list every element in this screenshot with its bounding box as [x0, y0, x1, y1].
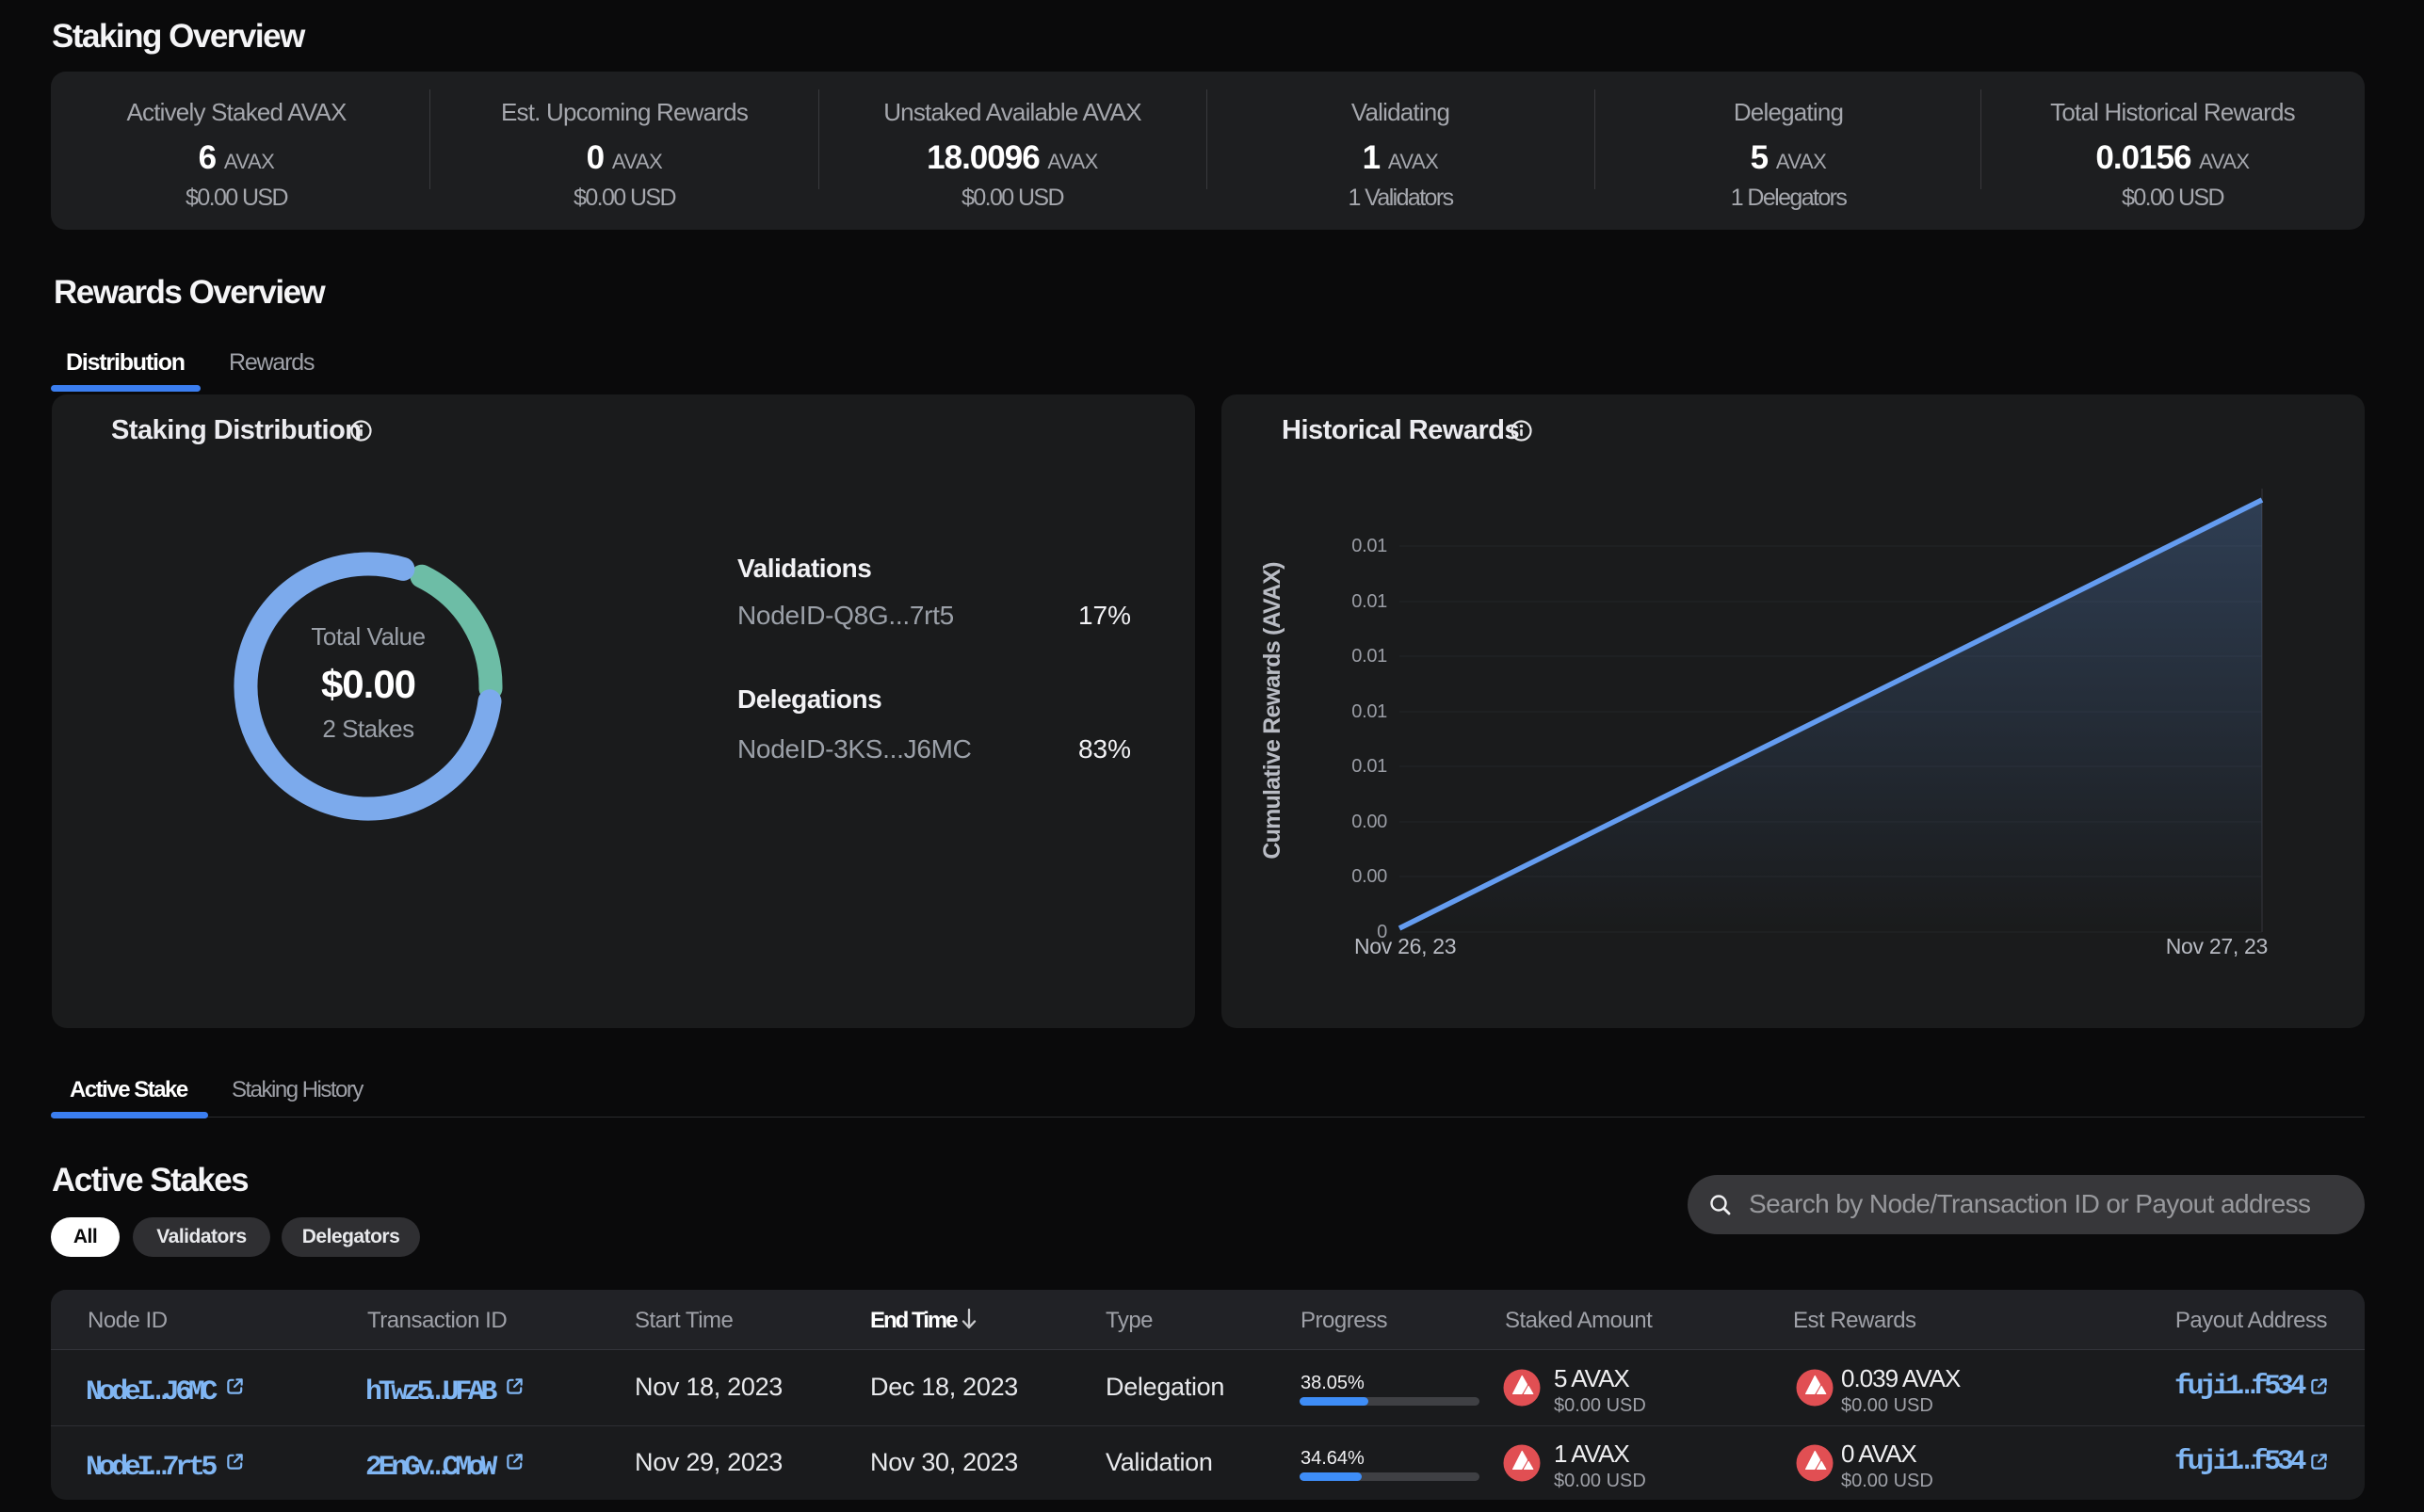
svg-text:Cumulative Rewards (AVAX): Cumulative Rewards (AVAX)	[1259, 562, 1285, 860]
